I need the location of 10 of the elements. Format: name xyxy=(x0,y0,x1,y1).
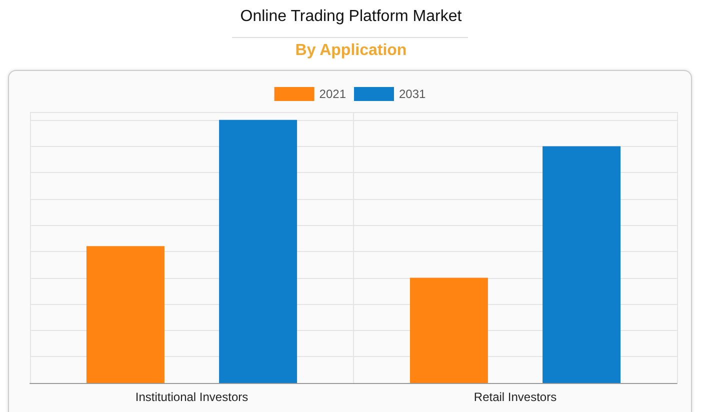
bar xyxy=(86,246,164,383)
x-tick-label: Retail Investors xyxy=(474,390,557,404)
legend-label: 2021 xyxy=(319,87,346,101)
bar xyxy=(542,146,621,383)
bar xyxy=(219,120,298,383)
bar xyxy=(410,278,488,383)
x-tick-label: Institutional Investors xyxy=(135,390,248,404)
legend-label: 2031 xyxy=(399,87,426,101)
chart-subtitle: By Application xyxy=(294,42,408,60)
chart-title: Online Trading Platform Market xyxy=(239,8,463,26)
